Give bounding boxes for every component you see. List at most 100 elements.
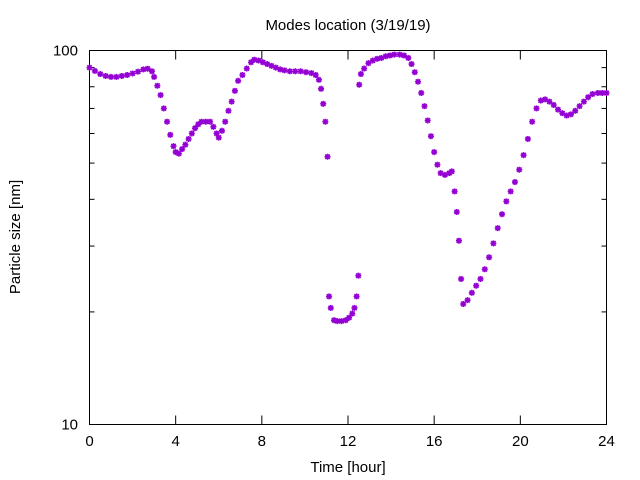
x-tick-label: 8 [258,433,266,450]
data-point [572,107,579,114]
data-point [231,87,238,94]
data-point [401,52,408,59]
data-point [326,293,333,300]
data-point [458,275,465,282]
data-point [396,51,403,58]
data-point [320,100,327,107]
data-point [297,68,304,75]
data-point [327,304,334,311]
data-point [108,73,115,80]
data-point [550,101,557,108]
data-point [353,293,360,300]
data-point [259,59,266,66]
data-point [315,76,322,83]
data-point [431,149,438,156]
x-tick-label: 16 [426,433,443,450]
data-point [144,65,151,72]
data-point [434,161,441,168]
data-point [481,266,488,273]
data-point [589,91,596,98]
data-point [228,98,235,105]
data-point [460,300,467,307]
data-point [312,71,319,78]
data-point [503,198,510,205]
data-point [585,94,592,101]
data-point [567,111,574,118]
data-point [499,211,506,218]
data-point [494,225,501,232]
data-point [537,97,544,104]
data-point [349,310,356,317]
data-point [322,118,329,125]
data-point [188,130,195,137]
data-point [346,314,353,321]
x-tick-label: 12 [340,433,357,450]
x-tick-label: 20 [512,433,529,450]
x-tick-label: 4 [171,433,179,450]
data-point [198,118,205,125]
data-point [102,72,109,79]
data-point [594,89,601,96]
data-point [365,60,372,67]
data-point [342,317,349,324]
data-point [148,68,155,75]
data-point [520,152,527,159]
data-point [210,123,217,130]
data-point [405,54,412,61]
data-point [243,65,250,72]
data-point [172,149,179,156]
data-point [281,67,288,74]
data-point [477,275,484,282]
data-point [167,131,174,138]
data-point [355,272,362,279]
data-point [318,85,325,92]
y-axis: 10 100 [53,43,607,434]
data-point [175,150,182,157]
x-tick-label: 24 [598,433,615,450]
data-point [421,103,428,110]
data-point [222,118,229,125]
data-point [441,171,448,178]
data-point [185,135,192,142]
y-tick-label: 100 [53,43,78,60]
data-point [415,78,422,85]
data-point [555,106,562,113]
data-point [533,105,540,112]
data-point [202,118,209,125]
data-point [239,71,246,78]
data-point [286,68,293,75]
data-point [516,166,523,173]
data-point [124,71,131,78]
data-point [292,68,299,75]
data-point [418,89,425,96]
data-point [225,107,232,114]
data-point [192,125,199,132]
data-point [338,318,345,325]
data-point [382,53,389,60]
series-points [86,51,610,325]
data-point [361,65,368,72]
data-point [324,153,331,160]
x-axis: 0 4 8 12 16 20 24 [85,50,615,450]
data-point [129,70,136,77]
data-point [542,96,549,103]
data-point [113,73,120,80]
data-point [308,70,315,77]
data-point [378,54,385,61]
data-point [369,57,376,64]
data-point [387,52,394,59]
data-point [91,67,98,74]
data-point [453,208,460,215]
data-point [451,188,458,195]
data-point [408,61,415,68]
data-point [603,89,610,96]
data-point [160,105,167,112]
data-point [580,98,587,105]
data-point [559,110,566,117]
data-point [507,188,514,195]
data-point [277,66,284,73]
data-point [251,56,258,63]
data-point [268,62,275,69]
data-point [599,89,606,96]
